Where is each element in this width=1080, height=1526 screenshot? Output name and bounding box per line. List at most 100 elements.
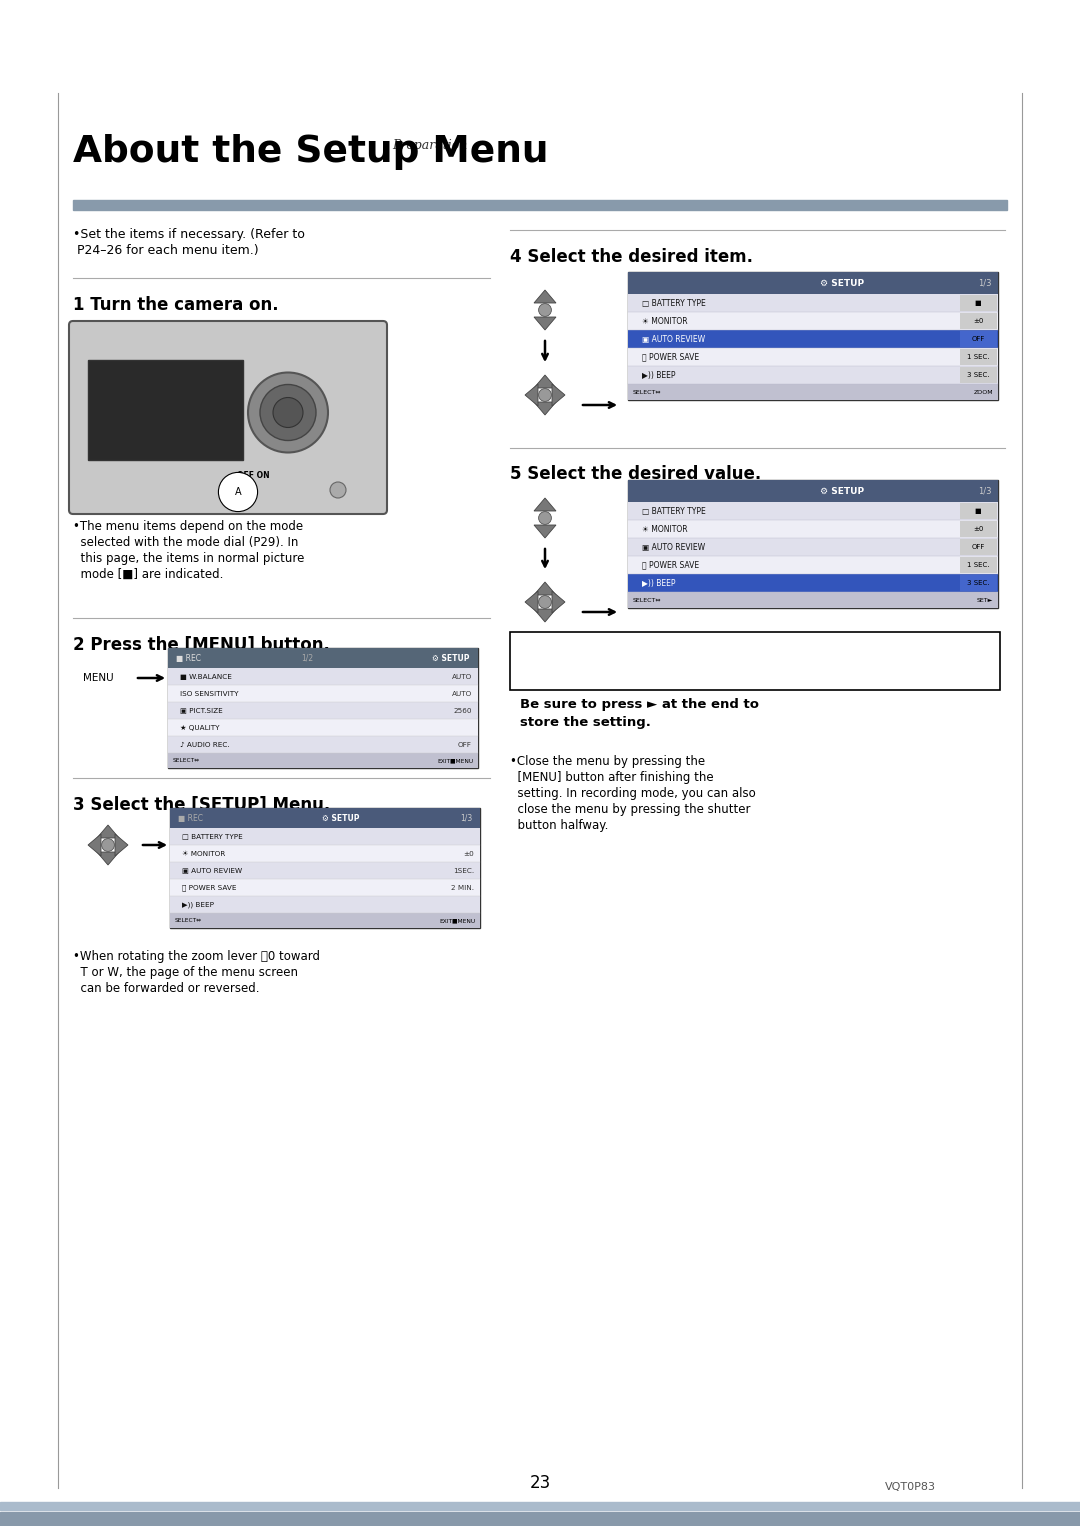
Bar <box>0 1502 1080 1511</box>
Text: 1 SEC.: 1 SEC. <box>967 562 989 568</box>
Polygon shape <box>534 525 556 539</box>
Text: MENU: MENU <box>83 673 113 684</box>
Polygon shape <box>97 826 119 838</box>
Text: 1 Turn the camera on.: 1 Turn the camera on. <box>73 296 279 314</box>
Bar <box>960 539 997 555</box>
Bar <box>960 295 997 311</box>
Text: 2 Press the [MENU] button.: 2 Press the [MENU] button. <box>73 636 329 655</box>
Bar <box>960 557 997 572</box>
Text: ▣ AUTO REVIEW: ▣ AUTO REVIEW <box>183 867 242 873</box>
Text: ▶)) BEEP: ▶)) BEEP <box>642 371 675 380</box>
Bar <box>168 736 478 752</box>
Text: 1 SEC.: 1 SEC. <box>967 354 989 360</box>
Text: EXIT■MENU: EXIT■MENU <box>437 758 473 763</box>
Bar <box>627 295 998 311</box>
Text: VQT0P83: VQT0P83 <box>885 1482 935 1492</box>
Polygon shape <box>552 385 565 406</box>
Text: ■ REC: ■ REC <box>176 653 201 662</box>
Text: ⚙ SETUP: ⚙ SETUP <box>821 487 864 496</box>
Bar <box>168 685 478 702</box>
Text: 1/3: 1/3 <box>978 279 993 287</box>
Polygon shape <box>534 317 556 330</box>
Bar <box>960 575 997 591</box>
Text: 3 SEC.: 3 SEC. <box>967 372 989 378</box>
Circle shape <box>260 385 316 441</box>
Bar <box>170 807 480 829</box>
Bar <box>960 366 997 383</box>
Polygon shape <box>534 290 556 304</box>
Bar <box>87 360 243 459</box>
Bar <box>627 502 998 520</box>
Text: A: A <box>234 487 241 497</box>
Text: 4 Select the desired item.: 4 Select the desired item. <box>510 249 753 266</box>
Text: ⚙ SETUP: ⚙ SETUP <box>432 653 470 662</box>
Text: ⏻ POWER SAVE: ⏻ POWER SAVE <box>642 353 699 362</box>
Text: ▣ AUTO REVIEW: ▣ AUTO REVIEW <box>642 543 705 551</box>
Bar <box>627 555 998 574</box>
Text: ☀ MONITOR: ☀ MONITOR <box>642 525 688 534</box>
Text: AUTO: AUTO <box>451 673 472 679</box>
Bar <box>960 349 997 365</box>
Text: ±0: ±0 <box>973 526 983 533</box>
Text: □ BATTERY TYPE: □ BATTERY TYPE <box>183 833 243 839</box>
Text: AUTO: AUTO <box>451 690 472 696</box>
Text: •When rotating the zoom lever ⑁0 toward: •When rotating the zoom lever ⑁0 toward <box>73 951 320 963</box>
Text: close the menu by pressing the shutter: close the menu by pressing the shutter <box>510 803 751 816</box>
Circle shape <box>102 839 114 852</box>
Text: SELECT⇔: SELECT⇔ <box>633 598 662 603</box>
Text: OFF ON: OFF ON <box>237 470 269 479</box>
Bar <box>168 649 478 668</box>
Text: ☀ MONITOR: ☀ MONITOR <box>642 316 688 325</box>
Text: ☀ MONITOR: ☀ MONITOR <box>183 850 226 856</box>
Circle shape <box>330 482 346 497</box>
Polygon shape <box>534 581 556 595</box>
Text: □ BATTERY TYPE: □ BATTERY TYPE <box>642 299 705 308</box>
Text: SELECT⇔: SELECT⇔ <box>633 389 662 395</box>
Text: ■ REC: ■ REC <box>178 813 203 823</box>
Text: 1/3: 1/3 <box>978 487 993 496</box>
FancyBboxPatch shape <box>69 320 387 514</box>
Text: 1/3: 1/3 <box>460 813 472 823</box>
Polygon shape <box>525 591 538 613</box>
Text: SELECT⇔: SELECT⇔ <box>175 919 202 923</box>
Bar <box>627 592 998 607</box>
Text: OFF: OFF <box>971 336 985 342</box>
Text: ■: ■ <box>974 508 982 514</box>
Text: About the Setup Menu: About the Setup Menu <box>73 134 549 169</box>
Bar <box>73 200 1007 211</box>
Text: ISO SENSITIVITY: ISO SENSITIVITY <box>180 690 239 696</box>
Text: T or W, the page of the menu screen: T or W, the page of the menu screen <box>73 966 298 980</box>
Text: •Set the items if necessary. (Refer to: •Set the items if necessary. (Refer to <box>73 227 305 241</box>
Bar <box>168 719 478 736</box>
Bar <box>170 807 480 928</box>
Text: 5 Select the desired value.: 5 Select the desired value. <box>510 465 761 484</box>
Bar <box>168 668 478 685</box>
Bar <box>627 366 998 385</box>
Text: Preparation: Preparation <box>392 139 468 153</box>
Bar <box>170 862 480 879</box>
Text: SET►: SET► <box>976 598 993 603</box>
Text: button halfway.: button halfway. <box>510 819 608 832</box>
Text: EXIT■MENU: EXIT■MENU <box>438 919 475 923</box>
Text: setting. In recording mode, you can also: setting. In recording mode, you can also <box>510 787 756 800</box>
Circle shape <box>539 304 552 316</box>
Text: ▣ AUTO REVIEW: ▣ AUTO REVIEW <box>642 334 705 343</box>
Text: 2560: 2560 <box>454 708 472 714</box>
Text: ★ QUALITY: ★ QUALITY <box>180 725 219 731</box>
Circle shape <box>539 595 552 609</box>
Bar <box>627 272 998 295</box>
Bar <box>627 385 998 400</box>
Text: •Close the menu by pressing the: •Close the menu by pressing the <box>510 755 705 768</box>
Circle shape <box>248 372 328 453</box>
Text: ▶)) BEEP: ▶)) BEEP <box>642 578 675 588</box>
Text: 3 Select the [SETUP] Menu.: 3 Select the [SETUP] Menu. <box>73 797 330 813</box>
Text: ♪ AUDIO REC.: ♪ AUDIO REC. <box>180 742 230 748</box>
Polygon shape <box>534 375 556 388</box>
Text: ZOOM: ZOOM <box>973 389 993 395</box>
Text: 1/2: 1/2 <box>301 653 313 662</box>
Text: ±0: ±0 <box>973 317 983 324</box>
Polygon shape <box>534 609 556 623</box>
Text: ⏻ POWER SAVE: ⏻ POWER SAVE <box>183 884 237 891</box>
Bar <box>170 913 480 928</box>
Bar <box>627 330 998 348</box>
